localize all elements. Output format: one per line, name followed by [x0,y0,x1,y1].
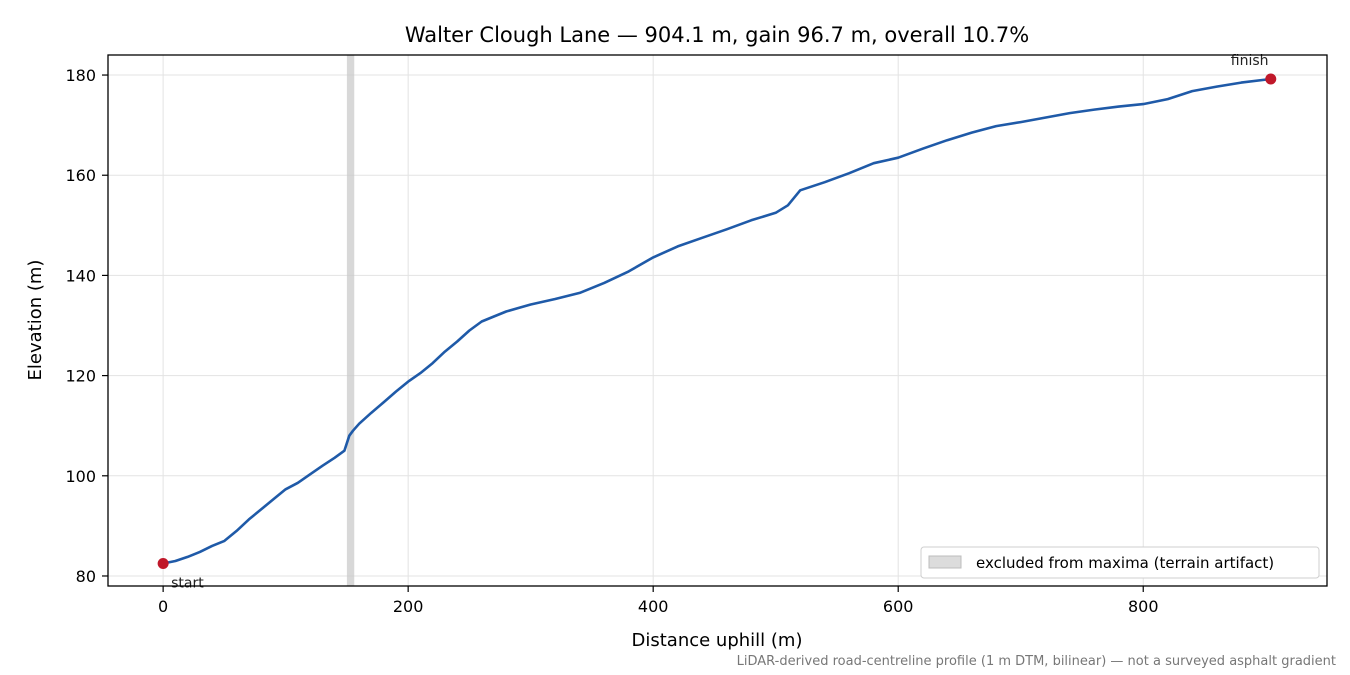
legend-box [920,546,1320,579]
start-point [157,557,169,569]
excluded-band-layer [346,55,355,586]
legend-swatch [928,555,962,569]
axis-ticks: 0 200 400 600 800 80 100 120 140 160 180 [65,66,1158,616]
y-tick-label: 100 [65,467,96,486]
legend: excluded from maxima (terrain artifact) [920,546,1320,579]
plot-frame [107,54,1328,587]
x-tick-label: 200 [393,597,424,616]
finish-label: finish [1231,53,1269,69]
y-axis-label: Elevation (m) [25,260,46,381]
endpoint-layer: start finish [157,53,1277,591]
excluded-band [346,55,355,586]
x-tick-label: 600 [883,597,914,616]
series-layer [161,77,1273,565]
elevation-line [161,77,1273,565]
grid [108,55,1327,586]
x-tick-label: 800 [1128,597,1159,616]
x-tick-label: 0 [158,597,168,616]
x-tick-label: 400 [638,597,669,616]
legend-label: excluded from maxima (terrain artifact) [976,554,1274,572]
y-tick-label: 180 [65,66,96,85]
y-tick-label: 140 [65,266,96,285]
footnote: LiDAR-derived road-centreline profile (1… [737,654,1336,669]
y-tick-label: 160 [65,166,96,185]
x-axis-label: Distance uphill (m) [632,630,803,651]
finish-point [1265,73,1277,85]
y-tick-label: 120 [65,367,96,386]
y-tick-label: 80 [76,567,96,586]
chart-title: Walter Clough Lane — 904.1 m, gain 96.7 … [405,23,1029,47]
start-label: start [171,575,204,591]
